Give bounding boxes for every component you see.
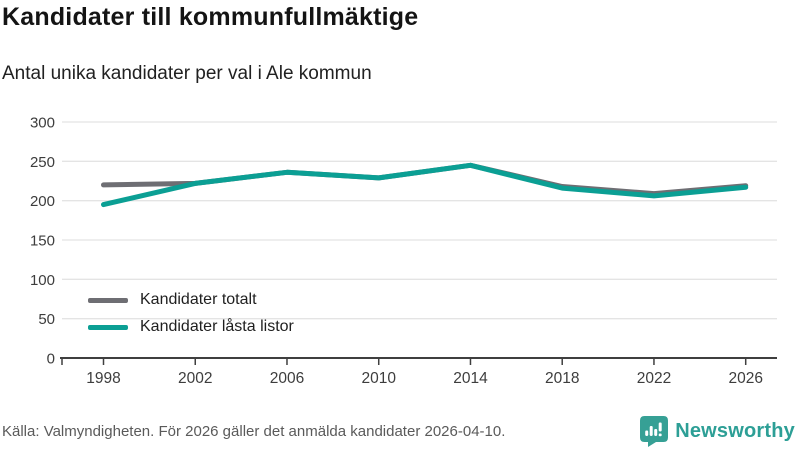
newsworthy-logo[interactable]: Newsworthy xyxy=(640,415,795,447)
legend-item-totalt: Kandidater totalt xyxy=(88,289,294,311)
newsworthy-bubble-chart-icon xyxy=(640,415,669,447)
y-tick-label-50: 50 xyxy=(38,311,55,328)
y-tick-label-200: 200 xyxy=(30,193,55,210)
y-tick-label-250: 250 xyxy=(30,154,55,171)
legend-label-lasta-listor: Kandidater låsta listor xyxy=(140,318,294,335)
footer: Källa: Valmyndigheten. För 2026 gäller d… xyxy=(0,414,800,448)
legend-label-totalt: Kandidater totalt xyxy=(140,291,257,308)
x-tick-label-2002: 2002 xyxy=(178,370,212,387)
y-tick-label-0: 0 xyxy=(47,351,55,368)
x-tick-label-2006: 2006 xyxy=(270,370,304,387)
newsworthy-logo-text: Newsworthy xyxy=(675,419,795,442)
legend-item-lasta-listor: Kandidater låsta listor xyxy=(88,316,294,338)
x-tick-label-2026: 2026 xyxy=(728,370,762,387)
legend-swatch-totalt xyxy=(88,297,128,303)
x-tick-label-1998: 1998 xyxy=(86,370,120,387)
chart-legend: Kandidater totalt Kandidater låsta listo… xyxy=(88,289,294,338)
legend-swatch-lasta-listor xyxy=(88,324,128,330)
x-tick-label-2014: 2014 xyxy=(453,370,488,387)
series-line-1 xyxy=(101,162,749,208)
source-note: Källa: Valmyndigheten. För 2026 gäller d… xyxy=(2,422,506,440)
x-tick-label-2010: 2010 xyxy=(361,370,396,387)
page-title: Kandidater till kommunfullmäktige xyxy=(2,3,419,31)
y-tick-label-100: 100 xyxy=(30,272,55,289)
x-tick-label-2018: 2018 xyxy=(545,370,579,387)
chart-subtitle: Antal unika kandidater per val i Ale kom… xyxy=(2,63,372,84)
x-tick-label-2022: 2022 xyxy=(637,370,671,387)
y-tick-label-300: 300 xyxy=(30,115,55,132)
y-tick-label-150: 150 xyxy=(30,233,55,250)
